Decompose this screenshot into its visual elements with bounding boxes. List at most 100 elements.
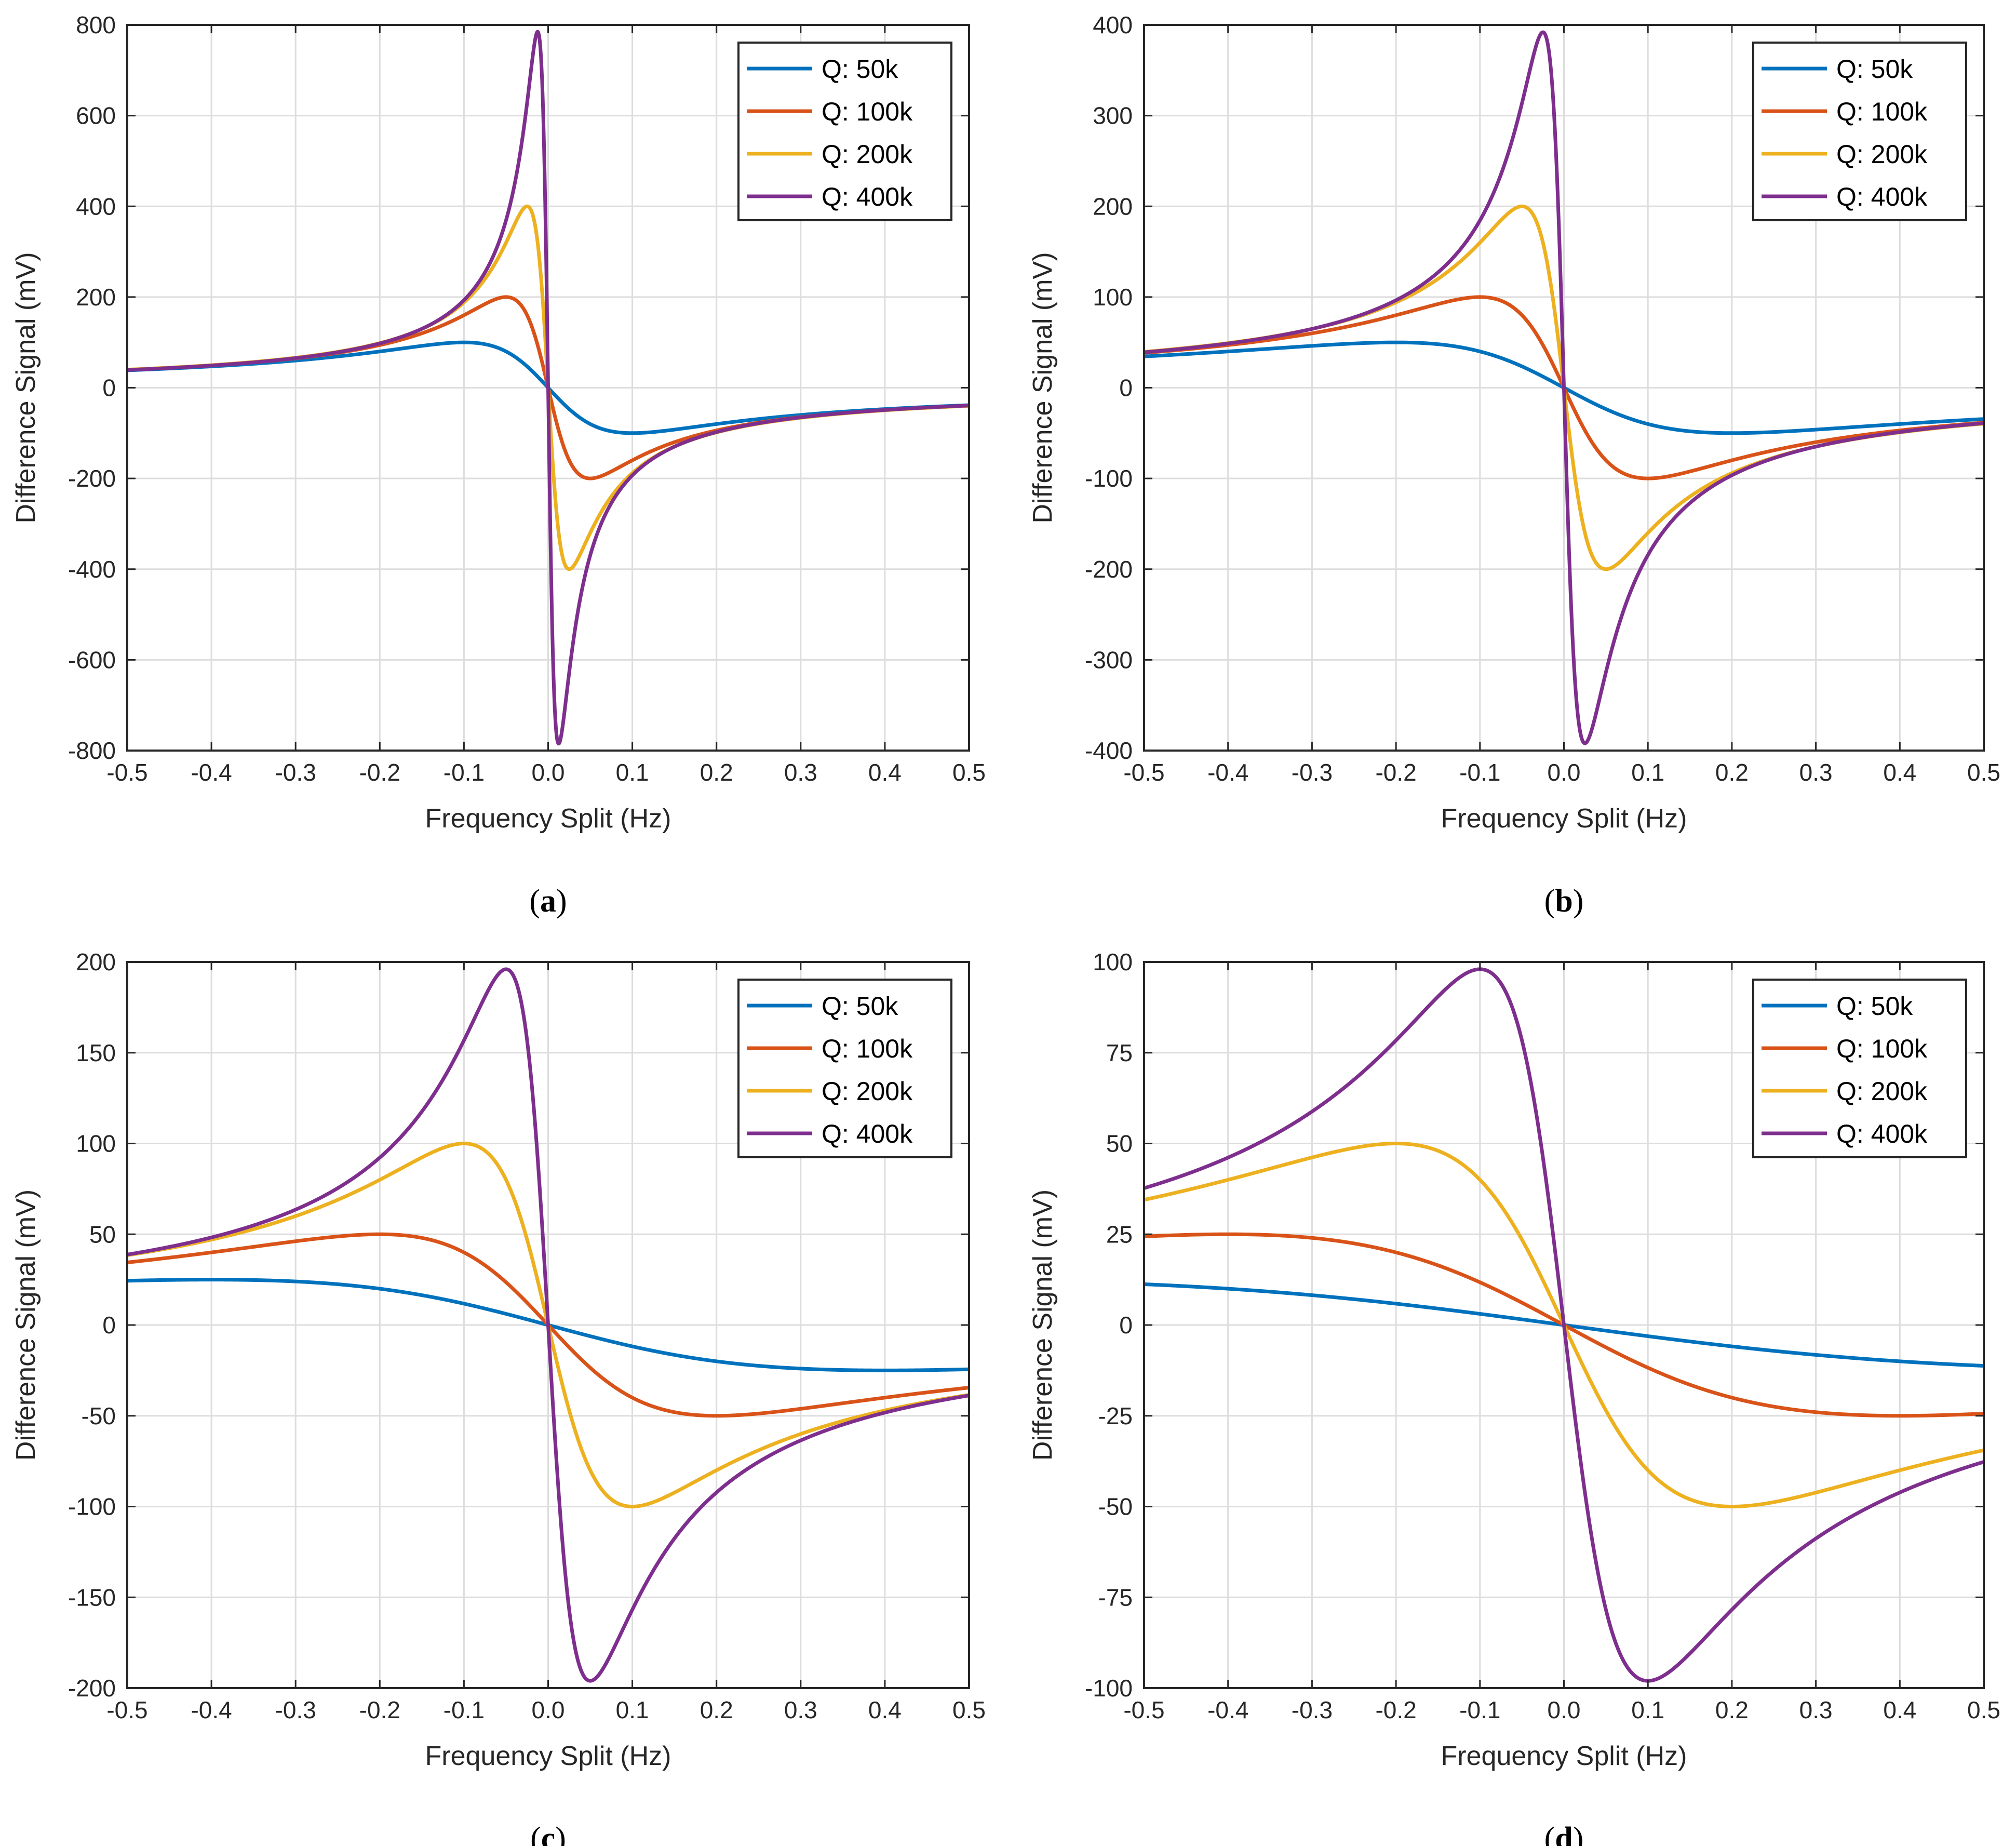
x-tick-label: -0.5 bbox=[106, 1696, 147, 1723]
x-tick-label: -0.4 bbox=[191, 759, 232, 786]
x-tick-label: -0.5 bbox=[106, 759, 147, 786]
x-tick-label: -0.5 bbox=[1123, 1696, 1164, 1723]
x-tick-label: 0.3 bbox=[1799, 759, 1833, 786]
y-tick-label: 100 bbox=[1093, 948, 1133, 975]
x-tick-label: 0.3 bbox=[1799, 1696, 1833, 1723]
x-tick-label: 0.1 bbox=[1631, 1696, 1664, 1723]
y-tick-label: -100 bbox=[1085, 1675, 1133, 1702]
legend-box bbox=[1752, 42, 1967, 221]
x-tick-label: -0.4 bbox=[191, 1696, 232, 1723]
y-tick-label: 0 bbox=[102, 1312, 116, 1339]
y-tick-label: 0 bbox=[1119, 1312, 1133, 1339]
chart-panel-a: -0.5 -0.4 -0.3 -0.2 -0.1 0.0 0.1 0.2 0.3 0.4 0.5 -8… bbox=[11, 11, 986, 919]
y-tick-label: 75 bbox=[1106, 1039, 1133, 1066]
legend-entry: Q: 50k bbox=[1836, 992, 1913, 1021]
x-tick-label: 0.3 bbox=[784, 759, 817, 786]
x-tick-label: 0.1 bbox=[616, 1696, 649, 1723]
x-tick-label: 0.3 bbox=[784, 1696, 817, 1723]
panel-caption: (a) bbox=[529, 884, 567, 919]
panel-caption: (c) bbox=[530, 1821, 566, 1846]
y-tick-label: -800 bbox=[68, 737, 116, 764]
legend-entry: Q: 200k bbox=[1836, 140, 1928, 169]
y-tick-label: -200 bbox=[68, 465, 116, 492]
x-tick-label: -0.2 bbox=[359, 759, 400, 786]
y-axis-label: Difference Signal (mV) bbox=[11, 252, 41, 523]
x-tick-label: 0.4 bbox=[868, 759, 902, 786]
legend-box bbox=[737, 979, 952, 1158]
x-tick-label: 0.0 bbox=[1548, 1696, 1581, 1723]
x-tick-label: -0.1 bbox=[1459, 759, 1500, 786]
y-tick-label: -200 bbox=[1085, 556, 1133, 583]
y-tick-label: -400 bbox=[68, 556, 116, 583]
y-tick-label: 800 bbox=[76, 11, 116, 38]
legend-entry: Q: 200k bbox=[822, 1077, 913, 1106]
y-tick-label: -300 bbox=[1085, 646, 1133, 673]
series-line-q400k bbox=[126, 967, 971, 1683]
legend-entry: Q: 50k bbox=[822, 992, 898, 1021]
x-tick-label: 0.4 bbox=[1883, 1696, 1916, 1723]
x-tick-label: -0.1 bbox=[443, 1696, 485, 1723]
x-tick-label: 0.0 bbox=[1548, 759, 1581, 786]
y-tick-label: 50 bbox=[89, 1221, 116, 1248]
panel-caption: (b) bbox=[1544, 884, 1584, 919]
x-tick-label: 0.2 bbox=[700, 759, 733, 786]
x-tick-label: 0.1 bbox=[1631, 759, 1664, 786]
y-tick-label: -400 bbox=[1085, 737, 1133, 764]
legend-entry: Q: 400k bbox=[822, 182, 913, 211]
y-tick-label: 600 bbox=[76, 102, 116, 129]
y-tick-label: 25 bbox=[1106, 1221, 1133, 1248]
y-tick-label: -150 bbox=[68, 1584, 116, 1611]
y-tick-label: 200 bbox=[76, 948, 116, 975]
legend-entry: Q: 400k bbox=[1836, 1119, 1928, 1148]
legend: Q: 50k Q: 100k Q: 200k Q: 400k bbox=[737, 979, 952, 1158]
series-group bbox=[126, 30, 971, 746]
y-tick-label: 200 bbox=[76, 284, 116, 311]
y-tick-label: -100 bbox=[1085, 465, 1133, 492]
series-line-q400k bbox=[126, 30, 971, 746]
x-tick-label: 0.5 bbox=[952, 1696, 986, 1723]
legend-entry: Q: 400k bbox=[1836, 182, 1928, 211]
x-tick-label: 0.1 bbox=[616, 759, 649, 786]
series-line-q400k bbox=[1143, 30, 1985, 745]
x-tick-label: 0.2 bbox=[700, 1696, 733, 1723]
legend-entry: Q: 100k bbox=[822, 1034, 913, 1063]
x-tick-label: 0.2 bbox=[1715, 759, 1749, 786]
legend-entry: Q: 400k bbox=[822, 1119, 913, 1148]
x-tick-label: 0.0 bbox=[532, 1696, 565, 1723]
legend-entry: Q: 200k bbox=[1836, 1077, 1928, 1106]
y-tick-label: 400 bbox=[76, 193, 116, 220]
y-tick-label: -600 bbox=[68, 646, 116, 673]
chart-panel-d: -0.5 -0.4 -0.3 -0.2 -0.1 0.0 0.1 0.2 0.3 0.4 0.5 -1… bbox=[1028, 948, 2000, 1846]
y-tick-label: 0 bbox=[102, 374, 116, 402]
series-line-q400k bbox=[1143, 967, 1985, 1683]
x-tick-label: -0.4 bbox=[1207, 1696, 1248, 1723]
y-tick-label: -200 bbox=[68, 1675, 116, 1702]
y-tick-label: 150 bbox=[76, 1039, 116, 1066]
x-tick-label: -0.3 bbox=[275, 759, 316, 786]
y-tick-label: 400 bbox=[1093, 11, 1133, 38]
series-group bbox=[1143, 30, 1985, 745]
x-tick-label: -0.2 bbox=[1375, 759, 1416, 786]
legend-box bbox=[737, 42, 952, 221]
y-axis-label: Difference Signal (mV) bbox=[11, 1189, 41, 1461]
x-axis-label: Frequency Split (Hz) bbox=[1441, 1741, 1687, 1771]
x-axis-label: Frequency Split (Hz) bbox=[1441, 804, 1687, 834]
legend-entry: Q: 200k bbox=[822, 140, 913, 169]
x-tick-label: -0.3 bbox=[1292, 1696, 1333, 1723]
x-tick-label: 0.2 bbox=[1715, 1696, 1749, 1723]
x-tick-label: -0.3 bbox=[275, 1696, 316, 1723]
x-tick-label: -0.3 bbox=[1292, 759, 1333, 786]
x-tick-label: -0.2 bbox=[359, 1696, 400, 1723]
x-tick-label: -0.4 bbox=[1207, 759, 1248, 786]
series-group bbox=[126, 967, 971, 1683]
legend: Q: 50k Q: 100k Q: 200k Q: 400k bbox=[1752, 979, 1967, 1158]
legend-entry: Q: 100k bbox=[1836, 1034, 1928, 1063]
y-tick-label: -50 bbox=[82, 1402, 116, 1429]
series-group bbox=[1143, 967, 1985, 1683]
chart-panel-b: -0.5 -0.4 -0.3 -0.2 -0.1 0.0 0.1 0.2 0.3 0.4 0.5 -4… bbox=[1028, 11, 2000, 919]
legend-box bbox=[1752, 979, 1967, 1158]
x-tick-label: 0.5 bbox=[952, 759, 986, 786]
y-tick-label: -75 bbox=[1098, 1584, 1133, 1611]
y-tick-label: -25 bbox=[1098, 1402, 1133, 1429]
